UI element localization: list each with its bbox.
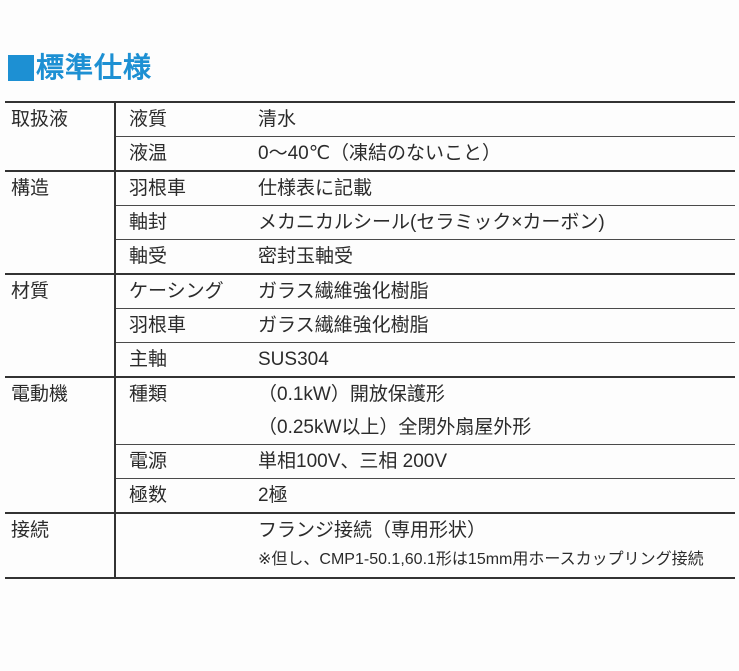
table-row: 構造 羽根車 仕様表に記載 <box>5 171 735 275</box>
spec-value-cell: ガラス繊維強化樹脂 <box>250 308 735 343</box>
spec-item-cell: 電源 <box>115 444 250 479</box>
spec-value-cell: ガラス繊維強化樹脂 <box>250 274 735 309</box>
spec-value-line: 密封玉軸受 <box>258 246 354 267</box>
spec-value-cell: 単相100V、三相 200V <box>250 444 735 479</box>
spec-item-cell <box>115 513 250 579</box>
spec-item-cell: 羽根車 <box>115 308 250 343</box>
spec-value-line: フランジ接続（専用形状） <box>258 520 487 541</box>
spec-value-line: 仕様表に記載 <box>258 178 373 199</box>
spec-value-cell: SUS304 <box>250 342 735 378</box>
table-row: 軸受 密封玉軸受 <box>5 239 735 275</box>
spec-value-line: 清水 <box>258 109 297 130</box>
table-row: 羽根車 ガラス繊維強化樹脂 <box>5 308 735 343</box>
category-cell: 接続 <box>5 513 116 579</box>
spec-item-cell: 種類 <box>115 377 250 445</box>
spec-value-line: 2極 <box>258 485 288 506</box>
spec-table: 取扱液 液質 清水 液温 0〜40℃（凍結のないこと） 構造 羽根車 仕様表に記載 軸封 メカニカ… <box>5 101 735 579</box>
spec-value-cell: 0〜40℃（凍結のないこと） <box>250 136 735 172</box>
table-row: 材質 ケーシング ガラス繊維強化樹脂 <box>5 274 735 378</box>
spec-value-line: 0〜40℃（凍結のないこと） <box>258 143 502 164</box>
section-title: 標準仕様 <box>8 53 739 83</box>
spec-value-line: ガラス繊維強化樹脂 <box>258 315 429 336</box>
table-row: 接続 フランジ接続（専用形状） ※但し、CMP1-50.1,60.1形は15mm用ホ… <box>5 513 735 579</box>
page: 標準仕様 取扱液 液質 清水 液温 0〜40℃（凍結のないこと） 構造 羽根車 仕様表に記載軸… <box>0 53 739 671</box>
spec-item-cell: 液質 <box>115 102 250 137</box>
spec-value-cell: メカニカルシール(セラミック×カーボン) <box>250 205 735 240</box>
spec-value-cell: 密封玉軸受 <box>250 239 735 275</box>
table-row: 主軸 SUS304 <box>5 342 735 378</box>
spec-value-line: ガラス繊維強化樹脂 <box>258 281 429 302</box>
spec-note: ※但し、CMP1-50.1,60.1形は15mm用ホースカップリング接続 <box>258 551 704 568</box>
page-title: 標準仕様 <box>36 52 153 83</box>
table-row: 軸封 メカニカルシール(セラミック×カーボン) <box>5 205 735 240</box>
spec-item-cell: 主軸 <box>115 342 250 378</box>
spec-value-cell: 仕様表に記載 <box>250 171 735 206</box>
spec-value-line: （0.1kW）開放保護形 <box>258 384 445 405</box>
spec-table-body: 取扱液 液質 清水 液温 0〜40℃（凍結のないこと） 構造 羽根車 仕様表に記載 軸封 メカニカ… <box>5 102 735 579</box>
spec-item-cell: 極数 <box>115 478 250 514</box>
spec-item-cell: ケーシング <box>115 274 250 309</box>
table-row: 取扱液 液質 清水 <box>5 102 735 172</box>
spec-item-cell: 羽根車 <box>115 171 250 206</box>
spec-value-cell: （0.1kW）開放保護形 （0.25kW以上）全閉外扇屋外形 <box>250 377 735 445</box>
spec-value-cell: フランジ接続（専用形状） ※但し、CMP1-50.1,60.1形は15mm用ホース… <box>250 513 735 579</box>
category-cell: 材質 <box>5 274 116 378</box>
section-marker-icon <box>8 55 34 81</box>
spec-value-cell: 2極 <box>250 478 735 514</box>
spec-value-cell: 清水 <box>250 102 735 137</box>
spec-value-line: メカニカルシール(セラミック×カーボン) <box>258 212 605 233</box>
table-row: 電動機 種類 （0.1kW）開放保護形 （0.25kW以上）全閉外扇屋外形 <box>5 377 735 514</box>
spec-value-line: SUS304 <box>258 349 329 370</box>
spec-value-line: （0.25kW以上）全閉外扇屋外形 <box>258 417 532 438</box>
spec-item-cell: 軸封 <box>115 205 250 240</box>
spec-item-cell: 軸受 <box>115 239 250 275</box>
category-cell: 構造 <box>5 171 116 275</box>
table-row: 電源 単相100V、三相 200V <box>5 444 735 479</box>
spec-item-cell: 液温 <box>115 136 250 172</box>
category-cell: 取扱液 <box>5 102 116 172</box>
table-row: 液温 0〜40℃（凍結のないこと） <box>5 136 735 172</box>
category-cell: 電動機 <box>5 377 116 514</box>
table-row: 極数 2極 <box>5 478 735 514</box>
spec-value-line: 単相100V、三相 200V <box>258 451 448 472</box>
